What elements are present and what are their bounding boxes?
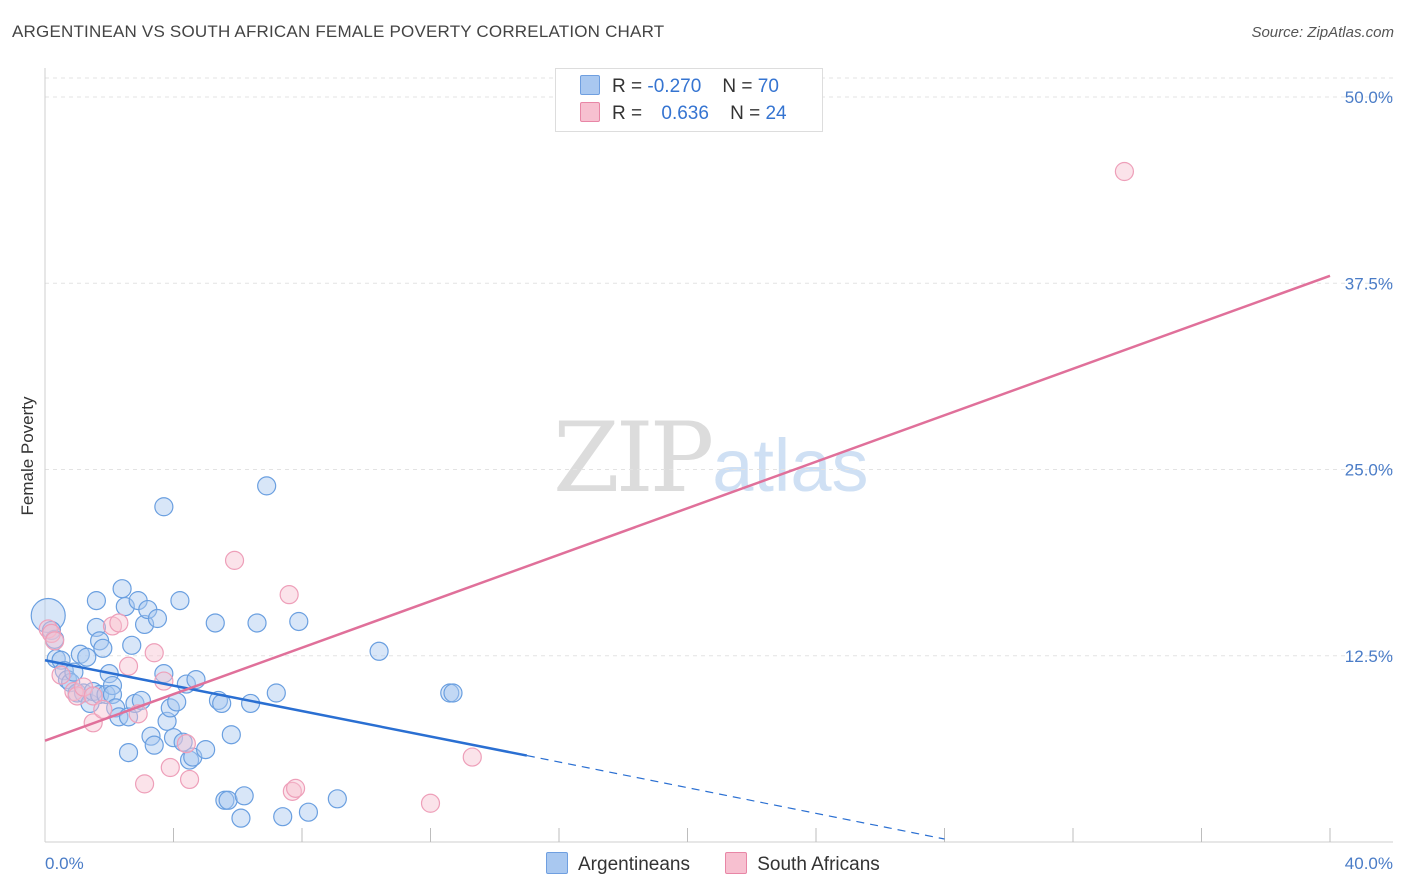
source-label: Source: ZipAtlas.com — [1251, 24, 1394, 41]
point-south-african — [118, 656, 139, 676]
r-label: R = — [612, 103, 643, 124]
legend-swatch-argentineans — [580, 75, 600, 95]
point-argentinean — [154, 497, 174, 517]
r-label: R = — [612, 76, 643, 97]
point-south-african — [160, 757, 180, 778]
point-argentinean — [234, 786, 254, 806]
point-argentinean — [118, 742, 139, 763]
r-value: -0.270 — [647, 76, 702, 97]
point-argentinean — [86, 591, 107, 611]
y-tick-label: 50.0% — [1345, 88, 1393, 107]
trend-line-argentineans — [44, 658, 528, 757]
n-label: N = — [722, 76, 753, 97]
x-tick-label-max: 40.0% — [1345, 854, 1393, 873]
point-south-african — [224, 550, 245, 570]
point-argentinean — [327, 789, 347, 809]
point-south-african — [83, 686, 103, 706]
watermark-atlas: atlas — [712, 424, 869, 507]
point-south-african — [176, 734, 196, 754]
legend-swatch-south-africans — [725, 852, 748, 874]
legend-item-argentineans: Argentineans — [546, 852, 690, 876]
point-argentinean — [289, 611, 309, 632]
point-south-african — [462, 747, 482, 767]
point-south-african — [93, 699, 113, 719]
n-value: 24 — [765, 103, 787, 124]
point-argentinean — [196, 740, 216, 760]
trend-line-argentineans-extrapolated — [526, 754, 945, 840]
trend-lines — [44, 274, 1331, 840]
n-value: 70 — [757, 76, 779, 97]
point-argentinean — [369, 641, 389, 661]
point-south-african — [51, 665, 71, 685]
point-argentinean — [93, 638, 113, 658]
point-south-african — [1114, 161, 1135, 182]
point-argentinean — [122, 635, 142, 655]
axes — [44, 68, 1393, 843]
point-argentinean — [77, 647, 97, 667]
point-south-african — [420, 793, 441, 813]
point-south-african — [285, 778, 306, 798]
watermark-zip: ZIP — [553, 402, 714, 514]
y-tick-label: 25.0% — [1345, 461, 1393, 480]
gridlines — [45, 77, 1393, 657]
point-argentinean — [231, 808, 251, 828]
point-south-african — [154, 671, 174, 691]
point-argentinean — [443, 683, 463, 703]
y-tick-label: 12.5% — [1345, 647, 1393, 666]
chart-title: ARGENTINEAN VS SOUTH AFRICAN FEMALE POVE… — [12, 22, 665, 41]
n-label: N = — [730, 103, 761, 124]
point-argentinean — [112, 579, 132, 599]
point-south-african — [134, 774, 155, 794]
data-points — [30, 161, 1135, 828]
legend-row-argentineans: R = -0.270 N = 70 — [580, 75, 779, 101]
point-argentinean — [218, 790, 238, 810]
point-argentinean — [221, 725, 241, 745]
point-argentinean — [247, 613, 267, 633]
point-argentinean — [266, 683, 286, 703]
point-argentinean — [170, 591, 190, 611]
y-tick-label: 37.5% — [1345, 274, 1393, 293]
point-south-african — [109, 613, 129, 633]
legend-item-south-africans: South Africans — [725, 852, 880, 876]
x-tick-label-min: 0.0% — [45, 854, 84, 873]
point-argentinean — [257, 476, 277, 496]
trend-line-south-africans — [44, 274, 1331, 742]
legend-label: Argentineans — [578, 854, 690, 875]
point-argentinean — [241, 693, 261, 714]
point-south-african — [45, 631, 65, 651]
point-argentinean — [298, 802, 319, 822]
watermark: ZIPatlas — [553, 402, 869, 514]
point-argentinean — [144, 735, 164, 755]
r-value: 0.636 — [661, 103, 709, 124]
point-south-african — [282, 781, 302, 801]
legend-swatch-south-africans — [580, 102, 600, 122]
point-argentinean — [147, 608, 168, 629]
legend-label: South Africans — [757, 854, 880, 875]
legend-row-south-africans: R = 0.636 N = 24 — [580, 102, 787, 128]
series-legend: Argentineans South Africans — [546, 852, 910, 876]
point-south-african — [179, 769, 200, 790]
point-argentinean — [273, 807, 293, 827]
correlation-legend: R = -0.270 N = 70 R = 0.636 N = 24 — [555, 68, 823, 132]
point-argentinean — [205, 613, 225, 633]
point-argentinean — [179, 750, 200, 770]
y-axis-title: Female Poverty — [18, 396, 37, 516]
legend-swatch-argentineans — [546, 852, 568, 874]
axis-labels: 12.5% 25.0% 37.5% 50.0% 0.0% 40.0% Female Pove… — [18, 88, 1393, 873]
point-argentinean — [173, 732, 193, 752]
point-south-african — [279, 585, 299, 605]
point-south-african — [144, 643, 164, 663]
